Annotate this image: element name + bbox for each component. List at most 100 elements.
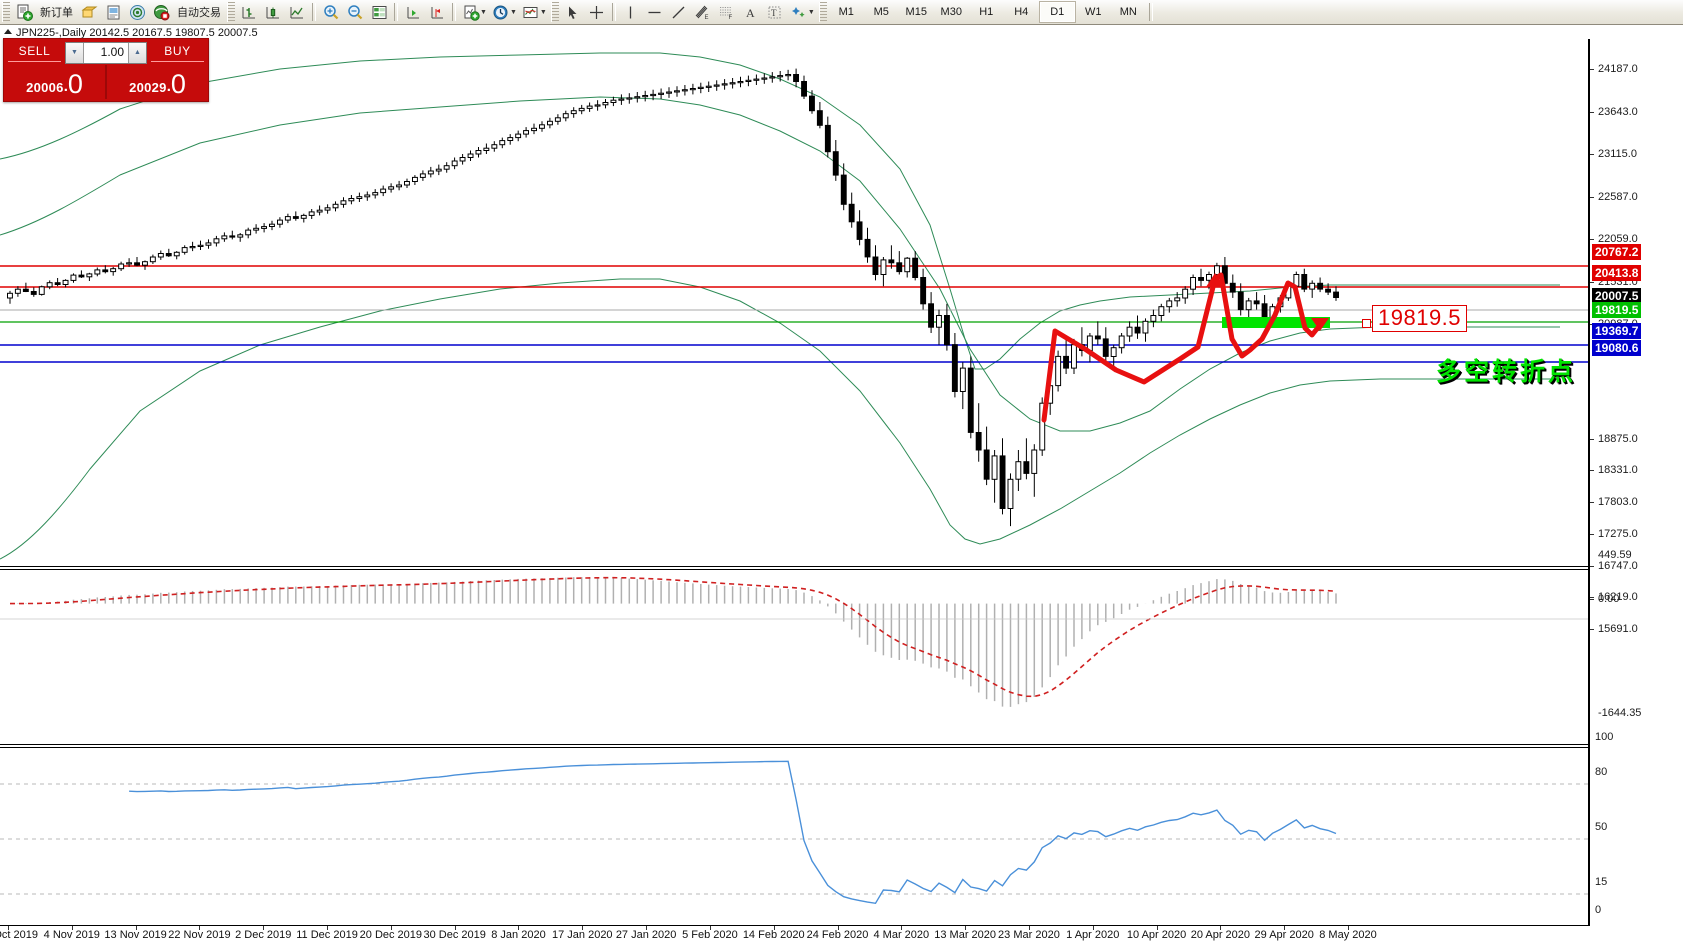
- collapse-triangle-icon[interactable]: [4, 29, 12, 34]
- zoom-in-icon[interactable]: [319, 1, 343, 23]
- date-tick: [965, 926, 967, 930]
- volume-value[interactable]: 1.00: [100, 44, 124, 59]
- date-label: 23 Mar 2020: [998, 929, 1060, 941]
- one-click-prices: 20006 . 0 20029 . 0: [4, 65, 208, 99]
- candlestick-chart-icon[interactable]: [261, 1, 285, 23]
- price-annotation-anchor[interactable]: [1362, 319, 1371, 328]
- timeframe-m30[interactable]: M30: [940, 6, 962, 18]
- data-window-icon[interactable]: [367, 1, 391, 23]
- autotrade-icon[interactable]: [149, 1, 173, 23]
- svg-text:A: A: [746, 6, 755, 20]
- auto-scroll-icon[interactable]: [401, 1, 425, 23]
- buy-price-separator: .: [166, 78, 171, 95]
- buy-price-integer: 20029: [129, 80, 167, 95]
- date-label: 5 Feb 2020: [682, 929, 738, 941]
- price-tick-9: 17803.0: [1598, 496, 1638, 508]
- terminal-icon[interactable]: [101, 1, 125, 23]
- profile-icon[interactable]: [77, 1, 101, 23]
- periods-icon[interactable]: [489, 1, 513, 23]
- price-tick-2: 23115.0: [1598, 148, 1637, 160]
- price-badge-last: 20007.5: [1592, 288, 1642, 304]
- sell-price-integer: 20006: [26, 80, 64, 95]
- price-tick-12: 16219.0: [1598, 591, 1638, 603]
- buy-price[interactable]: 20029 . 0: [107, 65, 208, 99]
- date-tick: [1284, 926, 1286, 930]
- templates-icon[interactable]: [519, 1, 543, 23]
- timeframe-h1[interactable]: H1: [979, 6, 994, 18]
- macd-scale-max: 449.59: [1598, 549, 1632, 561]
- date-label: 29 Apr 2020: [1254, 929, 1314, 941]
- text-label-icon[interactable]: T: [763, 1, 787, 23]
- timeframe-m15[interactable]: M15: [905, 6, 927, 18]
- chart-window[interactable]: JPN225-,Daily 20142.5 20167.5 19807.5 20…: [0, 24, 1683, 948]
- toolbar-grip-3[interactable]: [550, 2, 559, 22]
- cursor-icon[interactable]: [561, 1, 585, 23]
- macd-scale-zero: 0.00: [1598, 593, 1620, 605]
- toolbar-grip-4[interactable]: [818, 2, 827, 22]
- macd-pane[interactable]: [0, 571, 1590, 723]
- hline-icon[interactable]: [643, 1, 667, 23]
- trendline-icon[interactable]: [667, 1, 691, 23]
- price-tick-4: 22059.0: [1598, 233, 1638, 245]
- line-chart-icon[interactable]: [285, 1, 309, 23]
- timeframe-m1[interactable]: M1: [838, 6, 854, 18]
- rsi-scale-0: 0: [1595, 904, 1602, 916]
- new-order-label[interactable]: 新订单: [40, 7, 73, 19]
- chinese-annotation-text[interactable]: 多空转折点: [1436, 357, 1577, 386]
- date-tick: [1220, 926, 1222, 930]
- price-tick-0: 24187.0: [1598, 63, 1638, 75]
- timeframe-h4[interactable]: H4: [1014, 6, 1029, 18]
- timeframe-d1[interactable]: D1: [1038, 1, 1076, 23]
- indicators-dropdown-icon[interactable]: ▼: [480, 8, 487, 16]
- price-badge-resistance-lower: 20413.8: [1592, 265, 1642, 281]
- one-click-trading-panel[interactable]: SELL ▼ 1.00 ▲ BUY 20006 . 0 20029 .: [3, 38, 209, 102]
- timeframe-w1[interactable]: W1: [1085, 6, 1102, 18]
- volume-stepper[interactable]: ▼ 1.00 ▲: [65, 41, 147, 64]
- macd-histogram: [17, 577, 1337, 707]
- price-divider: [105, 65, 107, 99]
- date-label: 25 Oct 2019: [0, 929, 38, 941]
- bar-chart-icon[interactable]: [237, 1, 261, 23]
- autotrade-label[interactable]: 自动交易: [177, 7, 221, 19]
- toolbar-separator-3: [452, 3, 456, 21]
- sell-button[interactable]: SELL: [8, 44, 61, 62]
- toolbar-grip[interactable]: [2, 2, 10, 22]
- date-label: 13 Nov 2019: [104, 929, 167, 941]
- timeframe-mn[interactable]: MN: [1119, 6, 1137, 18]
- price-pane[interactable]: [0, 39, 1590, 566]
- rsi-pane[interactable]: [0, 751, 1590, 923]
- volume-decrease-icon[interactable]: ▼: [66, 42, 84, 63]
- date-tick: [1092, 926, 1094, 930]
- toolbar-grip-2[interactable]: [227, 2, 235, 22]
- price-tick-7: 18875.0: [1598, 433, 1638, 445]
- price-tick-11: 16747.0: [1598, 560, 1638, 572]
- crosshair-icon[interactable]: [585, 1, 609, 23]
- sell-price[interactable]: 20006 . 0: [4, 65, 105, 99]
- timeframe-m5[interactable]: M5: [873, 6, 889, 18]
- text-icon[interactable]: A: [739, 1, 763, 23]
- indicators-icon[interactable]: [459, 1, 483, 23]
- vline-icon[interactable]: [619, 1, 643, 23]
- date-label: 4 Nov 2019: [43, 929, 100, 941]
- price-scale[interactable]: 24187.0 23643.0 23115.0 22587.0 22059.0 …: [1588, 39, 1683, 948]
- price-annotation-box[interactable]: 19819.5: [1372, 305, 1468, 332]
- buy-button[interactable]: BUY: [151, 44, 204, 62]
- objects-icon[interactable]: [787, 1, 811, 23]
- zoom-out-icon[interactable]: [343, 1, 367, 23]
- price-tick-1: 23643.0: [1598, 106, 1638, 118]
- chart-shift-icon[interactable]: [425, 1, 449, 23]
- templates-dropdown-icon[interactable]: ▼: [539, 8, 547, 16]
- volume-increase-icon[interactable]: ▲: [128, 42, 146, 63]
- equidistant-channel-icon[interactable]: E: [691, 1, 715, 23]
- periods-dropdown-icon[interactable]: ▼: [509, 8, 517, 16]
- toolbar-separator-5: [1148, 3, 1153, 21]
- fibonacci-icon[interactable]: F: [715, 1, 739, 23]
- new-order-icon[interactable]: [12, 1, 36, 23]
- date-label: 8 May 2020: [1319, 929, 1377, 941]
- rsi-line: [129, 760, 1337, 905]
- objects-dropdown-icon[interactable]: ▼: [807, 8, 815, 16]
- macd-pane-top-border: [0, 566, 1590, 567]
- signals-icon[interactable]: [125, 1, 149, 23]
- svg-text:F: F: [729, 15, 733, 21]
